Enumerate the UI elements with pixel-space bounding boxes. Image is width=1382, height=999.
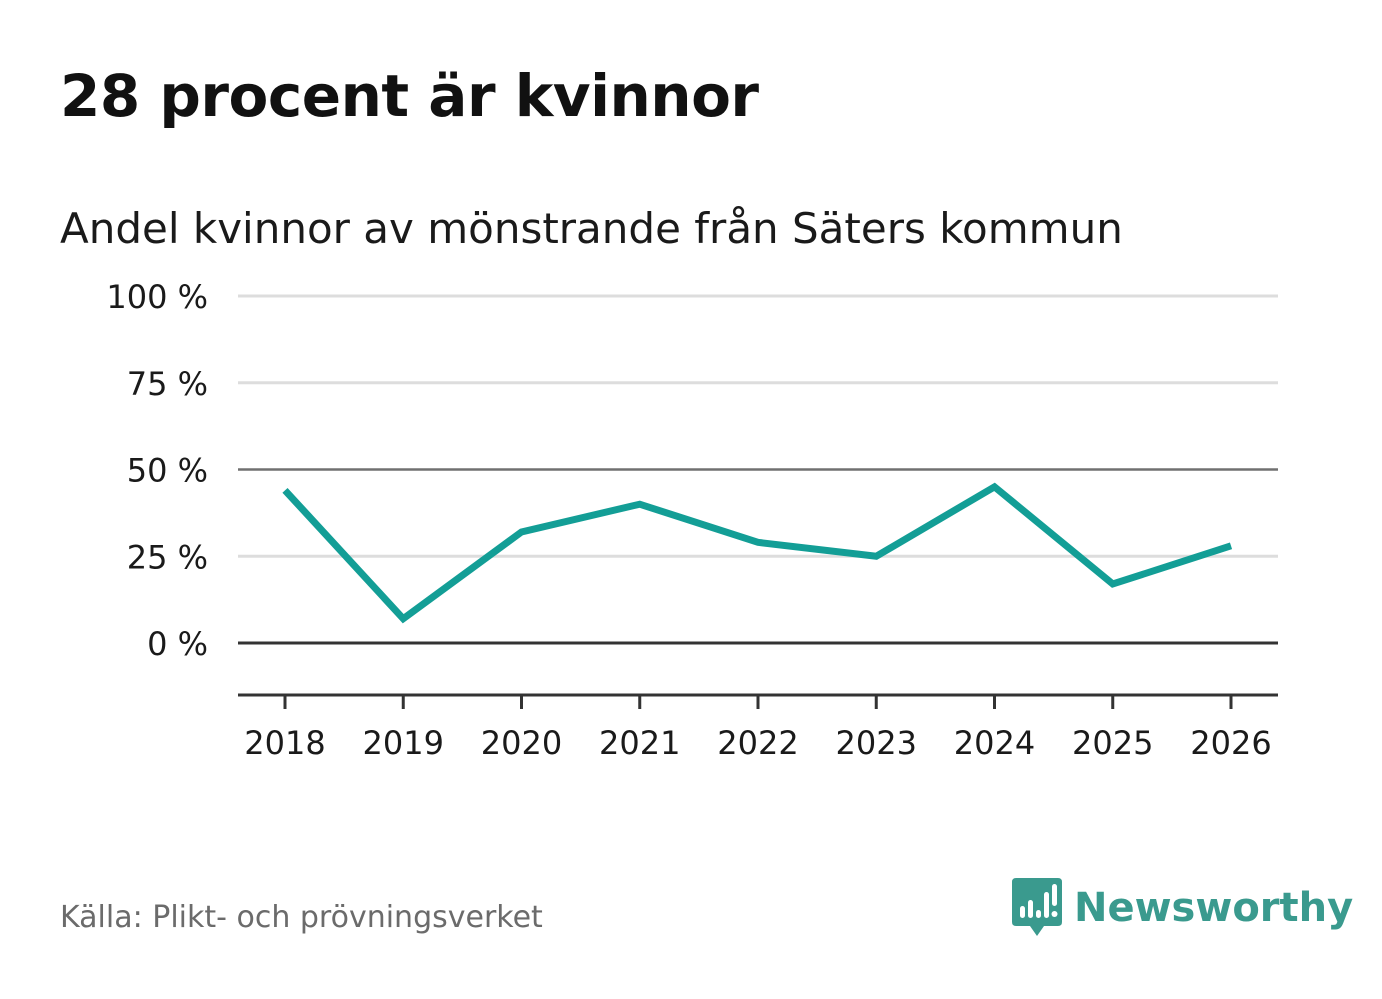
grid-layer — [238, 294, 1278, 645]
x-tick-label: 2023 — [836, 724, 917, 762]
chart-speech-bubble-icon — [1012, 878, 1062, 936]
y-tick-label: 75 % — [127, 365, 208, 403]
x-axis: 2018 2019 2020 2021 2022 2023 2024 2025 2026 — [238, 693, 1278, 762]
brand-name: Newsworthy — [1074, 885, 1354, 931]
y-tick-label: 25 % — [127, 538, 208, 576]
y-tick-label: 100 % — [106, 278, 208, 316]
series-layer — [282, 482, 1233, 624]
x-tick-label: 2025 — [1072, 724, 1153, 762]
brand-logo: Newsworthy — [1010, 876, 1353, 940]
x-tick-label: 2021 — [599, 724, 680, 762]
source-note: Källa: Plikt- och prövningsverket — [60, 900, 543, 935]
chart-title: 28 procent är kvinnor — [60, 62, 759, 130]
y-tick-label: 0 % — [147, 625, 208, 663]
x-tick-label: 2018 — [244, 724, 325, 762]
chart-subtitle: Andel kvinnor av mönstrande från Säters … — [60, 204, 1123, 253]
x-tick-label: 2024 — [954, 724, 1035, 762]
y-axis-labels: 0 % 25 % 50 % 75 % 100 % — [106, 278, 208, 663]
series-line-0 — [282, 482, 1233, 624]
y-tick-label: 50 % — [127, 452, 208, 490]
x-tick-label: 2019 — [363, 724, 444, 762]
x-tick-label: 2026 — [1190, 724, 1271, 762]
x-tick-label: 2022 — [717, 724, 798, 762]
x-tick-label: 2020 — [481, 724, 562, 762]
